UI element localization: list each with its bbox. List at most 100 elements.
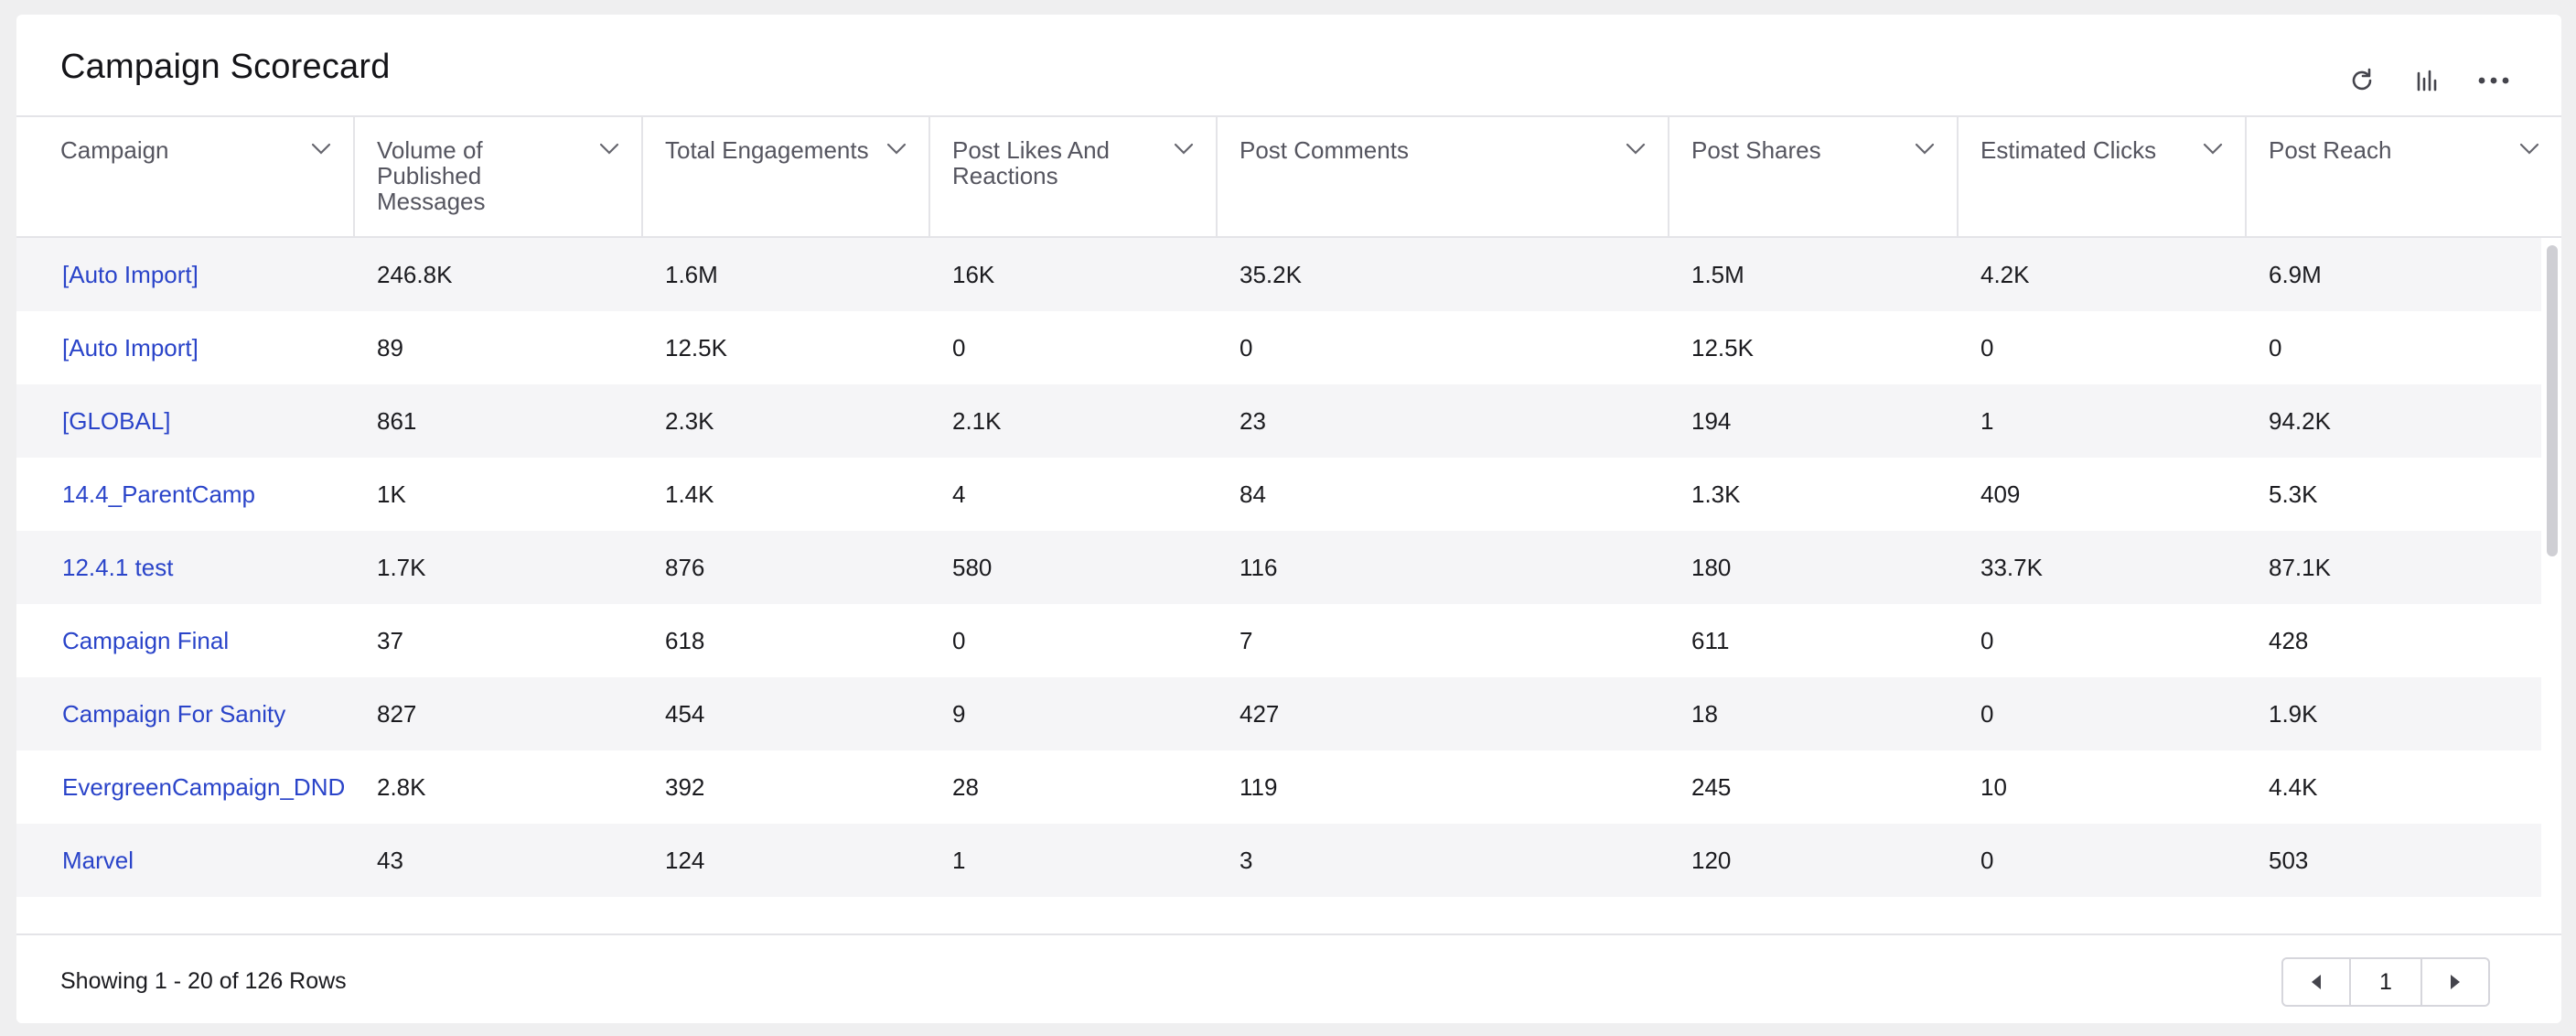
table-cell: 580 (952, 553, 993, 581)
campaign-link[interactable]: Campaign For Sanity (62, 699, 286, 728)
table-cell: 12.5K (1691, 333, 1754, 362)
table-cell: 194 (1691, 406, 1732, 435)
table-cell: 0 (1980, 699, 1994, 728)
chevron-down-icon (1174, 143, 1194, 155)
table-cell: 827 (377, 699, 417, 728)
column-header-volume[interactable]: Volume of Published Messages (355, 117, 643, 236)
table-cell: 427 (1240, 699, 1280, 728)
table-cell: 454 (665, 699, 705, 728)
chevron-down-icon (1915, 143, 1935, 155)
table-cell: 2.1K (952, 406, 1002, 435)
table-header: Campaign Volume of Published Messages To… (16, 117, 2561, 238)
campaign-link[interactable]: EvergreenCampaign_DND (62, 772, 346, 801)
table-cell: 0 (1980, 846, 1994, 874)
table-cell: 89 (377, 333, 403, 362)
table-cell: 0 (2269, 333, 2282, 362)
table-cell: 84 (1240, 480, 1266, 508)
campaign-link[interactable]: #Influence (16, 920, 355, 923)
table-cell: 2.3K (665, 406, 714, 435)
chevron-down-icon (311, 143, 331, 155)
chevron-down-icon (2203, 143, 2223, 155)
column-header-post-reach[interactable]: Post Reach (2247, 117, 2561, 236)
widget-title: Campaign Scorecard (60, 48, 391, 86)
column-header-post-likes[interactable]: Post Likes And Reactions (930, 117, 1218, 236)
table-cell: 1.4K (665, 480, 714, 508)
table-cell: 75 (1218, 920, 1669, 923)
table-row: [Auto Import] 246.8K 1.6M 16K 35.2K 1.5M 4.2K 6… (16, 238, 2541, 311)
campaign-link[interactable]: 14.4_ParentCamp (62, 480, 256, 508)
scorecard-table: Campaign Volume of Published Messages To… (16, 117, 2561, 923)
campaign-link[interactable]: Marvel (62, 846, 134, 874)
table-cell: 392 (665, 772, 705, 801)
chevron-down-icon (2519, 143, 2539, 155)
table-cell: 0 (952, 626, 966, 654)
table-cell: 87.1K (2269, 553, 2331, 581)
table-body: [Auto Import] 246.8K 1.6M 16K 35.2K 1.5M 4.2K 6… (16, 238, 2541, 923)
table-cell: 428 (2269, 626, 2309, 654)
table-cell: 4.2K (1980, 260, 2030, 288)
chevron-down-icon (1626, 143, 1646, 155)
table-cell: 119 (1240, 772, 1278, 801)
table-cell: 1.7K (377, 553, 426, 581)
table-cell: 4.4K (2269, 772, 2318, 801)
table-cell: 876 (665, 553, 705, 581)
table-cell: 28 (952, 772, 979, 801)
next-page-button[interactable] (2422, 959, 2488, 1005)
table-cell: 0 (1980, 626, 1994, 654)
table-row: [Auto Import] 89 12.5K 0 0 12.5K 0 0 (16, 311, 2541, 384)
table-cell: 611 (1691, 626, 1730, 654)
rows-count-label: Showing 1 - 20 of 126 Rows (60, 968, 347, 994)
table-row: #Influence4.1K93157531220K (16, 897, 2541, 923)
column-header-post-shares[interactable]: Post Shares (1669, 117, 1959, 236)
column-header-post-comments[interactable]: Post Comments (1218, 117, 1669, 236)
table-cell: 18 (1691, 699, 1718, 728)
vertical-scrollbar[interactable] (2547, 245, 2558, 556)
current-page-number: 1 (2349, 959, 2422, 1005)
table-row: 12.4.1 test 1.7K 876 580 116 180 33.7K 87.1K (16, 531, 2541, 604)
table-cell: 1.3K (1691, 480, 1741, 508)
table-cell: 6.9M (2269, 260, 2322, 288)
column-header-total-engagements[interactable]: Total Engagements (643, 117, 930, 236)
table-cell: 245 (1691, 772, 1732, 801)
table-row: [GLOBAL] 861 2.3K 2.1K 23 194 1 94.2K (16, 384, 2541, 458)
column-header-estimated-clicks[interactable]: Estimated Clicks (1959, 117, 2247, 236)
campaign-link[interactable]: [GLOBAL] (62, 406, 171, 435)
campaign-link[interactable]: 12.4.1 test (62, 553, 174, 581)
table-row: Marvel 43 124 1 3 120 0 503 (16, 824, 2541, 897)
bar-chart-icon[interactable] (2410, 62, 2446, 99)
table-cell: 3 (1669, 920, 1959, 923)
campaign-link[interactable]: [Auto Import] (62, 260, 199, 288)
previous-page-button[interactable] (2283, 959, 2349, 1005)
refresh-icon[interactable] (2344, 62, 2380, 99)
table-cell: 5.3K (2269, 480, 2318, 508)
caret-left-icon (2312, 975, 2321, 989)
caret-right-icon (2451, 975, 2460, 989)
table-cell: 1.9K (2269, 699, 2318, 728)
chevron-down-icon (599, 143, 619, 155)
campaign-link[interactable]: [Auto Import] (62, 333, 199, 362)
table-cell: 1.6M (665, 260, 718, 288)
table-cell: 37 (377, 626, 403, 654)
table-cell: 4.1K (355, 920, 643, 923)
table-cell: 0 (1240, 333, 1253, 362)
table-cell: 3 (1240, 846, 1253, 874)
table-cell: 0 (1980, 333, 1994, 362)
table-cell: 1.5M (1691, 260, 1744, 288)
campaign-link[interactable]: Campaign Final (62, 626, 230, 654)
table-cell: 9 (952, 699, 966, 728)
table-cell: 1 (952, 846, 966, 874)
table-cell: 7 (1240, 626, 1253, 654)
more-options-icon[interactable] (2475, 62, 2512, 99)
table-row: 14.4_ParentCamp 1K 1.4K 4 84 1.3K 409 5.3K (16, 458, 2541, 531)
chevron-down-icon (886, 143, 907, 155)
table-cell: 116 (1240, 553, 1278, 581)
table-cell: 180 (1691, 553, 1732, 581)
table-cell: 503 (2269, 846, 2309, 874)
column-header-campaign[interactable]: Campaign (16, 117, 355, 236)
table-cell: 23 (1240, 406, 1266, 435)
table-cell: 43 (377, 846, 403, 874)
table-cell: 94.2K (2269, 406, 2331, 435)
table-cell: 618 (665, 626, 705, 654)
table-cell: 1 (1980, 406, 1994, 435)
table-footer: Showing 1 - 20 of 126 Rows 1 (16, 933, 2561, 1023)
